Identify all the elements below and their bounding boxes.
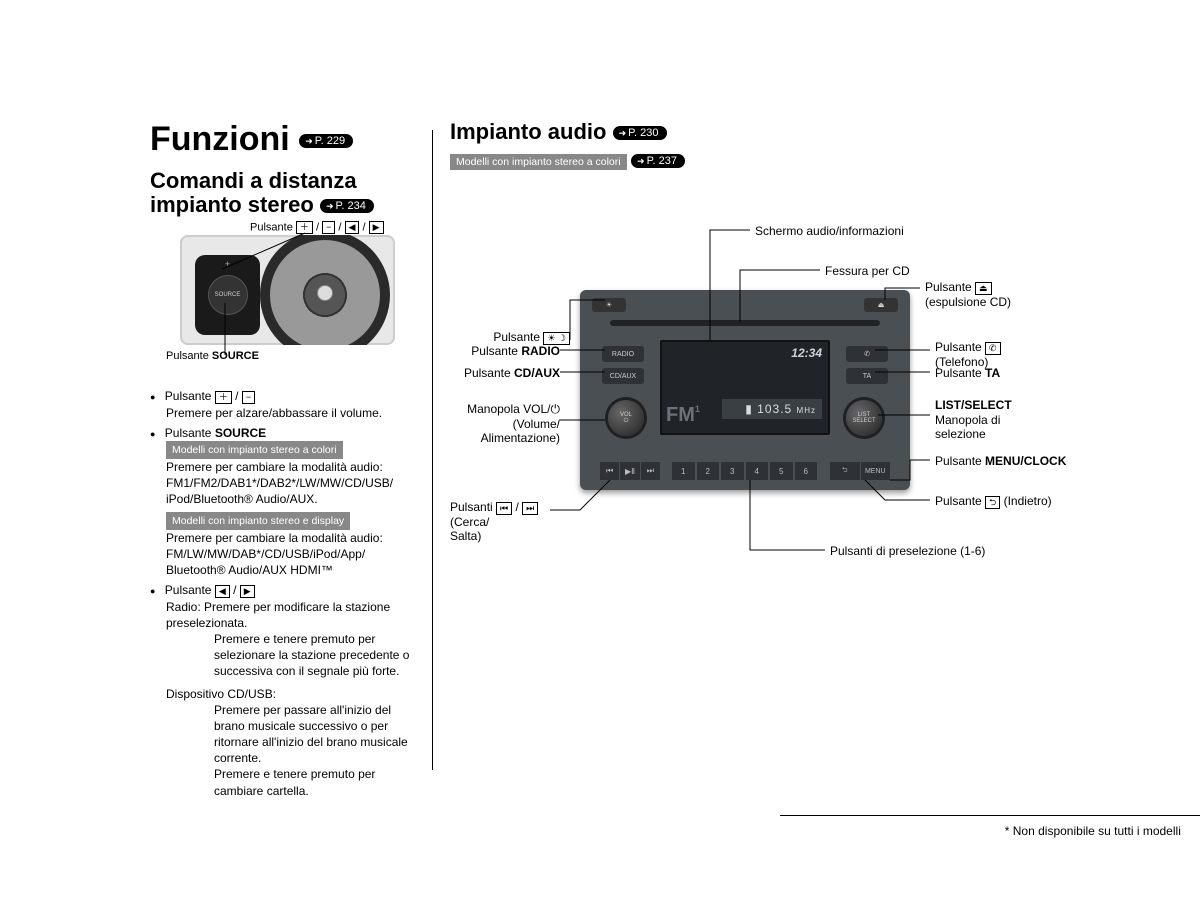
footer: * Non disponibile su tutti i modelli 19 xyxy=(480,815,1200,840)
page-ref: P. 234 xyxy=(320,199,374,213)
left-column: Funzioni P. 229 Comandi a distanza impia… xyxy=(150,120,420,799)
text: Premere per passare all'inizio del brano… xyxy=(214,702,420,767)
right-icon: ▶ xyxy=(240,585,255,598)
callout-menu: Pulsante MENU/CLOCK xyxy=(935,454,1066,468)
section-title-audio: Impianto audio P. 230 xyxy=(450,120,1070,144)
cd-slot xyxy=(610,320,880,326)
left-icon: ◀ xyxy=(345,221,360,234)
model-tag-display: Modelli con impianto stereo e display xyxy=(166,512,350,530)
model-tag: Modelli con impianto stereo a colori xyxy=(450,154,627,170)
page-title: Funzioni P. 229 xyxy=(150,120,420,159)
text: Dispositivo CD/USB: xyxy=(166,686,420,702)
audio-diagram: ☀ ⏏ 12:34 FM1 ▮ 103.5 MHz RADIO CD/AUX ✆… xyxy=(450,180,1070,680)
menu-buttons: ⮌MENU xyxy=(830,462,890,480)
vol-knob: VOL⏻ xyxy=(608,400,644,436)
instruction-list: Pulsante ＋ / − Premere per alzare/abbass… xyxy=(150,388,420,798)
text: Premere per alzare/abbassare il volume. xyxy=(166,405,420,421)
callout-cdaux: Pulsante CD/AUX xyxy=(450,366,560,380)
callout-back: Pulsante ⮌ (Indietro) xyxy=(935,494,1052,508)
page-ref: P. 237 xyxy=(631,154,685,168)
column-divider xyxy=(432,130,433,770)
plus-icon: ＋ xyxy=(296,221,313,234)
callout-screen: Schermo audio/informazioni xyxy=(755,224,904,238)
radio-button: RADIO xyxy=(602,346,644,362)
model-tag-color: Modelli con impianto stereo a colori xyxy=(166,441,343,459)
preset-buttons: 123456 xyxy=(672,462,817,480)
text: Premere e tenere premuto per cambiare ca… xyxy=(214,766,420,798)
callout-eject: Pulsante ⏏(espulsione CD) xyxy=(925,280,1011,309)
text: Premere per cambiare la modalità audio: … xyxy=(166,459,420,508)
frequency: ▮ 103.5 MHz xyxy=(722,399,822,419)
callout-slot: Fessura per CD xyxy=(825,264,910,278)
right-column: Impianto audio P. 230 Modelli con impian… xyxy=(450,120,1070,680)
ta-button: TA xyxy=(846,368,888,384)
minus-icon: − xyxy=(242,391,255,404)
callout-brightness: Pulsante ☀ ☽ xyxy=(450,330,570,344)
page-ref: P. 230 xyxy=(613,126,667,140)
callout-seek: Pulsanti ⏮ / ⏭ (Cerca/Salta) xyxy=(450,500,570,543)
buttons-label: Pulsante xyxy=(250,222,293,234)
phone-button: ✆ xyxy=(846,346,888,362)
clock: 12:34 xyxy=(791,346,822,360)
band: FM1 xyxy=(666,404,700,427)
audio-unit: ☀ ⏏ 12:34 FM1 ▮ 103.5 MHz RADIO CD/AUX ✆… xyxy=(580,290,910,490)
steering-wheel-figure: Pulsante ＋ / − / ◀ / ▶ + SOURCE Pulsante… xyxy=(150,225,420,360)
callout-phone: Pulsante ✆(Telefono) xyxy=(935,340,1001,369)
list-knob: LISTSELECT xyxy=(846,400,882,436)
callout-vol: Manopola VOL/⏻ (Volume/ Alimentazione) xyxy=(450,402,560,445)
text: Premere per cambiare la modalità audio: … xyxy=(166,530,420,579)
minus-icon: − xyxy=(322,221,335,234)
right-icon: ▶ xyxy=(369,221,384,234)
callout-preset: Pulsanti di preselezione (1-6) xyxy=(830,544,985,558)
eject-button: ⏏ xyxy=(864,298,898,312)
audio-screen: 12:34 FM1 ▮ 103.5 MHz xyxy=(660,340,830,435)
section-title-remote: Comandi a distanza impianto stereo P. 23… xyxy=(150,169,420,217)
brightness-button: ☀ xyxy=(592,298,626,312)
callout-ta: Pulsante TA xyxy=(935,366,1000,380)
callout-radio: Pulsante RADIO xyxy=(450,344,560,358)
callout-list: LIST/SELECT Manopola di selezione xyxy=(935,398,1012,441)
seek-buttons: ⏮▶Ⅱ⏭ xyxy=(600,462,660,480)
page-ref: P. 229 xyxy=(299,134,353,148)
text: Premere e tenere premuto per selezionare… xyxy=(214,631,420,680)
left-icon: ◀ xyxy=(215,585,230,598)
cdaux-button: CD/AUX xyxy=(602,368,644,384)
source-label: Pulsante SOURCE xyxy=(166,350,259,362)
plus-icon: ＋ xyxy=(215,391,232,404)
